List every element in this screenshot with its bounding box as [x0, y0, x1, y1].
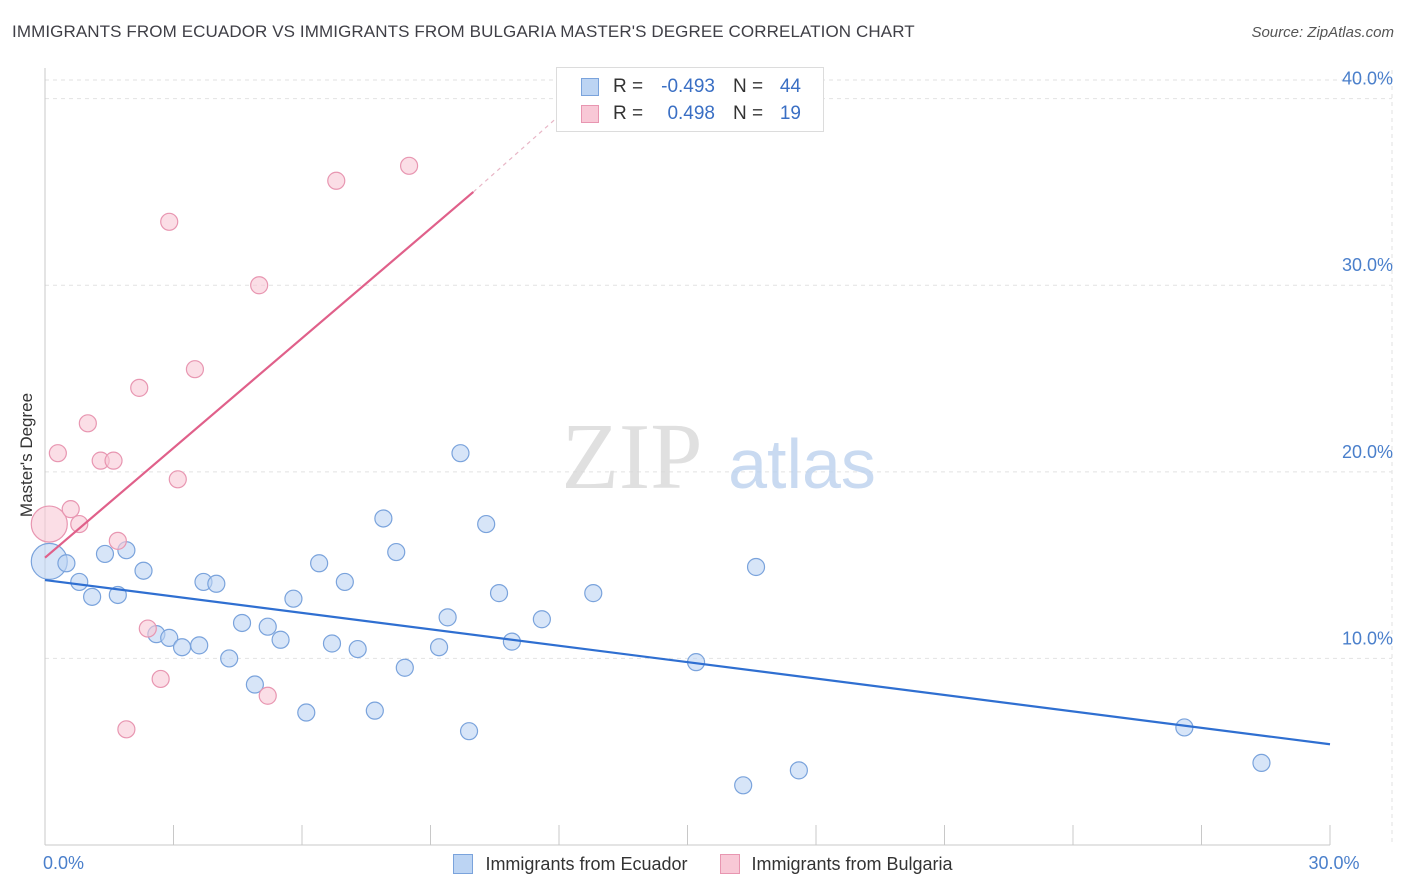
watermark-atlas: atlas: [728, 425, 876, 503]
stats-legend: R = -0.493 N = 44 R = 0.498 N = 19: [556, 67, 824, 132]
point-ecuador: [297, 703, 316, 722]
y-tick-label: 10.0%: [1342, 628, 1393, 648]
point-ecuador: [83, 587, 102, 606]
point-ecuador: [348, 639, 367, 659]
legend-item-ecuador: Immigrants from Ecuador: [453, 853, 688, 875]
tick-labels: 10.0% 20.0% 30.0% 40.0% 0.0% 30.0%: [43, 69, 1393, 873]
series-bulgaria: [30, 156, 419, 739]
trendlines: [44, 96, 1331, 746]
watermark-zip: ZIP: [562, 405, 703, 509]
point-ecuador: [190, 636, 209, 655]
point-bulgaria: [138, 619, 157, 638]
trendline-ecuador: [44, 578, 1331, 746]
point-bulgaria: [168, 470, 187, 489]
chart-title: IMMIGRANTS FROM ECUADOR VS IMMIGRANTS FR…: [12, 22, 915, 41]
point-ecuador: [584, 584, 603, 603]
legend-swatch-bulgaria: [581, 105, 599, 123]
series-ecuador: [30, 444, 1271, 795]
point-ecuador: [172, 638, 192, 657]
point-ecuador: [1252, 753, 1271, 773]
point-ecuador: [451, 444, 470, 463]
point-ecuador: [387, 542, 406, 562]
point-ecuador: [532, 610, 551, 629]
x-tick-label: 0.0%: [43, 853, 84, 873]
point-bulgaria: [151, 669, 170, 689]
point-ecuador: [95, 544, 115, 564]
grid: [45, 70, 1393, 845]
point-ecuador: [395, 658, 414, 677]
y-tick-label: 30.0%: [1342, 255, 1393, 275]
legend-n-label: N =: [733, 76, 764, 97]
legend-swatch-ecuador: [581, 78, 599, 96]
legend-label-ecuador: Immigrants from Ecuador: [485, 853, 688, 874]
legend-n-ecuador: 44: [779, 76, 801, 97]
point-bulgaria: [130, 378, 149, 397]
legend-row-bulgaria: R = 0.498 N = 19: [581, 102, 801, 126]
legend-r-ecuador: -0.493: [661, 76, 715, 97]
point-ecuador: [374, 509, 393, 528]
point-ecuador: [429, 638, 449, 657]
point-ecuador: [459, 722, 479, 741]
legend-swatch-bulgaria: [719, 854, 740, 874]
point-ecuador: [322, 634, 342, 653]
watermark: ZIP atlas: [562, 405, 876, 509]
point-bulgaria: [250, 276, 269, 295]
point-ecuador: [245, 675, 264, 694]
point-ecuador: [232, 613, 252, 633]
point-ecuador: [160, 628, 179, 647]
point-ecuador: [438, 608, 457, 627]
point-ecuador: [220, 649, 239, 668]
point-bulgaria: [30, 505, 68, 543]
point-bulgaria: [185, 360, 205, 379]
point-ecuador: [746, 557, 766, 577]
point-bulgaria: [117, 720, 136, 739]
point-bulgaria: [399, 156, 419, 175]
point-ecuador: [477, 514, 496, 534]
point-ecuador: [335, 572, 354, 592]
point-ecuador: [57, 554, 76, 573]
point-ecuador: [271, 630, 290, 649]
point-bulgaria: [70, 514, 89, 534]
series-legend: Immigrants from Ecuador Immigrants from …: [0, 852, 1406, 876]
y-axis-label: Master's Degree: [17, 392, 36, 518]
point-ecuador: [365, 701, 384, 720]
legend-row-ecuador: R = -0.493 N = 44: [581, 75, 801, 99]
point-ecuador: [310, 554, 329, 573]
legend-r-label: R =: [613, 76, 644, 97]
point-bulgaria: [48, 444, 67, 463]
point-bulgaria: [104, 451, 123, 470]
axes: [44, 68, 1331, 846]
point-ecuador: [207, 574, 226, 593]
legend-r-bulgaria: 0.498: [667, 103, 715, 124]
point-ecuador: [258, 617, 277, 636]
legend-label-bulgaria: Immigrants from Bulgaria: [751, 853, 953, 874]
x-tick-label: 30.0%: [1308, 853, 1359, 873]
legend-swatch-ecuador: [453, 854, 474, 874]
point-bulgaria: [61, 500, 80, 519]
point-bulgaria: [160, 212, 179, 231]
source-label: Source: ZipAtlas.com: [1251, 24, 1394, 41]
point-ecuador: [284, 589, 303, 608]
legend-n-bulgaria: 19: [779, 103, 801, 124]
legend-item-bulgaria: Immigrants from Bulgaria: [719, 853, 953, 875]
legend-n-label: N =: [733, 103, 764, 124]
y-tick-label: 40.0%: [1342, 69, 1393, 89]
point-ecuador: [70, 572, 89, 592]
point-ecuador: [489, 584, 509, 603]
point-ecuador: [789, 761, 808, 780]
point-ecuador: [734, 776, 753, 795]
legend-r-label: R =: [613, 103, 644, 124]
point-ecuador: [502, 632, 521, 651]
point-bulgaria: [78, 414, 97, 433]
trendline-bulgaria: [44, 191, 475, 559]
point-ecuador: [134, 561, 153, 580]
y-tick-label: 20.0%: [1342, 442, 1393, 462]
point-bulgaria: [327, 171, 346, 190]
point-bulgaria: [258, 686, 277, 705]
point-bulgaria: [108, 531, 127, 550]
